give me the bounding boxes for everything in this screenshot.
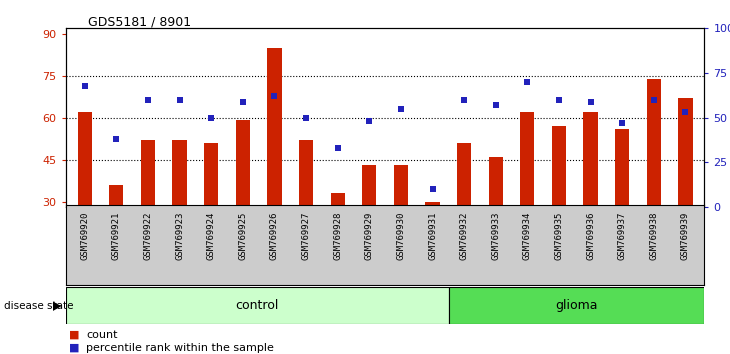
Bar <box>110 185 123 207</box>
Text: GSM769928: GSM769928 <box>333 212 342 260</box>
Text: GSM769937: GSM769937 <box>618 212 627 260</box>
Point <box>585 99 596 104</box>
Text: glioma: glioma <box>556 299 598 312</box>
Polygon shape <box>53 301 61 311</box>
Text: GSM769920: GSM769920 <box>80 212 89 260</box>
Bar <box>520 112 534 207</box>
Point <box>332 145 344 151</box>
Bar <box>299 140 313 207</box>
Point <box>237 99 249 104</box>
Text: control: control <box>236 299 279 312</box>
Bar <box>362 165 377 207</box>
Point <box>174 97 185 103</box>
Bar <box>204 143 218 207</box>
Text: GSM769929: GSM769929 <box>365 212 374 260</box>
Point <box>648 97 660 103</box>
Text: GSM769938: GSM769938 <box>650 212 658 260</box>
Bar <box>172 140 187 207</box>
Text: GSM769935: GSM769935 <box>555 212 564 260</box>
Text: GSM769932: GSM769932 <box>460 212 469 260</box>
Text: GSM769923: GSM769923 <box>175 212 184 260</box>
Text: GSM769934: GSM769934 <box>523 212 532 260</box>
Point <box>205 115 217 121</box>
Point <box>364 119 375 124</box>
Point <box>110 136 122 142</box>
Bar <box>141 140 155 207</box>
Point <box>426 187 438 192</box>
Point <box>490 102 502 108</box>
Point <box>680 109 691 115</box>
Text: GSM769924: GSM769924 <box>207 212 215 260</box>
Text: GSM769925: GSM769925 <box>238 212 247 260</box>
Text: GDS5181 / 8901: GDS5181 / 8901 <box>88 16 191 29</box>
Text: ■: ■ <box>69 330 80 339</box>
Text: count: count <box>86 330 118 339</box>
Bar <box>393 165 408 207</box>
Bar <box>66 287 449 324</box>
Point <box>300 115 312 121</box>
Text: disease state: disease state <box>4 301 73 311</box>
Point <box>79 83 91 88</box>
Bar <box>77 112 92 207</box>
Text: GSM769921: GSM769921 <box>112 212 120 260</box>
Bar <box>426 201 439 207</box>
Bar <box>331 193 345 207</box>
Text: GSM769927: GSM769927 <box>301 212 310 260</box>
Text: ■: ■ <box>69 343 80 353</box>
Bar <box>552 126 566 207</box>
Point <box>458 97 470 103</box>
Point <box>521 79 533 85</box>
Bar <box>488 157 503 207</box>
Bar <box>583 112 598 207</box>
Text: GSM769933: GSM769933 <box>491 212 500 260</box>
Text: GSM769931: GSM769931 <box>428 212 437 260</box>
Bar <box>236 120 250 207</box>
Text: percentile rank within the sample: percentile rank within the sample <box>86 343 274 353</box>
Text: GSM769926: GSM769926 <box>270 212 279 260</box>
Bar <box>449 287 704 324</box>
Text: GSM769930: GSM769930 <box>396 212 405 260</box>
Bar <box>647 79 661 207</box>
Bar <box>678 98 693 207</box>
Bar <box>457 143 472 207</box>
Point <box>616 120 628 126</box>
Point <box>142 97 154 103</box>
Bar <box>267 48 282 207</box>
Point <box>553 97 565 103</box>
Text: GSM769936: GSM769936 <box>586 212 595 260</box>
Text: GSM769922: GSM769922 <box>143 212 153 260</box>
Point <box>395 106 407 112</box>
Point <box>269 93 280 99</box>
Bar <box>615 129 629 207</box>
Text: GSM769939: GSM769939 <box>681 212 690 260</box>
